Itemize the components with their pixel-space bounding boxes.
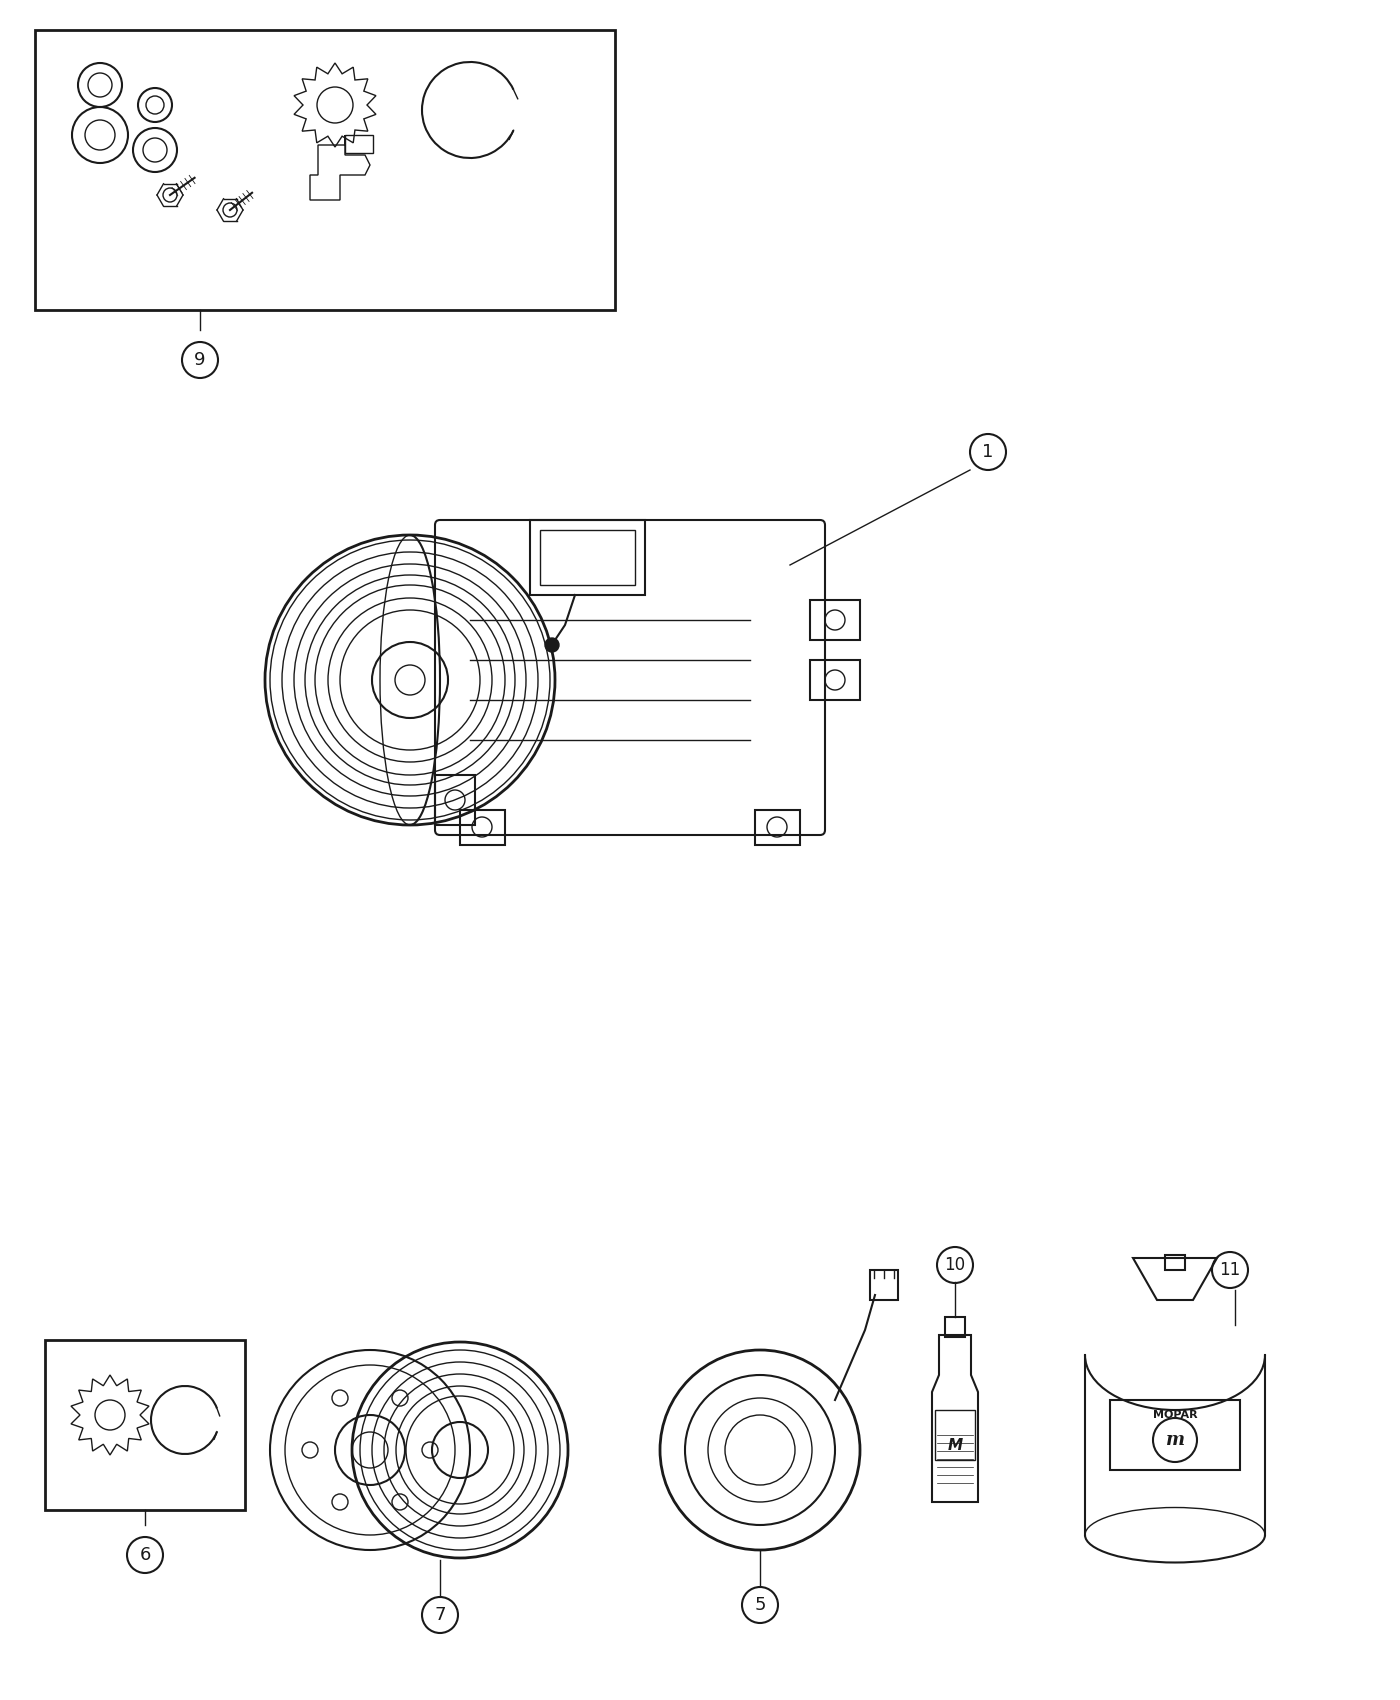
Bar (540, 530, 636, 585)
Circle shape (545, 638, 559, 653)
Bar (1110, 1401, 1240, 1470)
Text: MOPAR: MOPAR (1152, 1409, 1197, 1420)
Text: 5: 5 (755, 1596, 766, 1613)
Bar (811, 600, 860, 639)
Bar (811, 660, 860, 700)
Bar (869, 1270, 897, 1301)
Bar (935, 1409, 974, 1460)
Text: 1: 1 (983, 444, 994, 461)
Text: 7: 7 (434, 1606, 445, 1624)
Bar (344, 134, 372, 153)
Bar (945, 1318, 965, 1336)
Text: 6: 6 (140, 1545, 151, 1564)
Bar (45, 1340, 245, 1510)
Bar (531, 520, 645, 595)
Bar (435, 775, 475, 824)
Text: 9: 9 (195, 350, 206, 369)
Text: 10: 10 (945, 1256, 966, 1273)
Bar (35, 31, 615, 309)
Bar (461, 809, 505, 845)
Bar (755, 809, 799, 845)
Text: m: m (1165, 1431, 1184, 1448)
Bar (1165, 1255, 1184, 1270)
Text: 11: 11 (1219, 1261, 1240, 1278)
Text: M: M (948, 1438, 963, 1452)
